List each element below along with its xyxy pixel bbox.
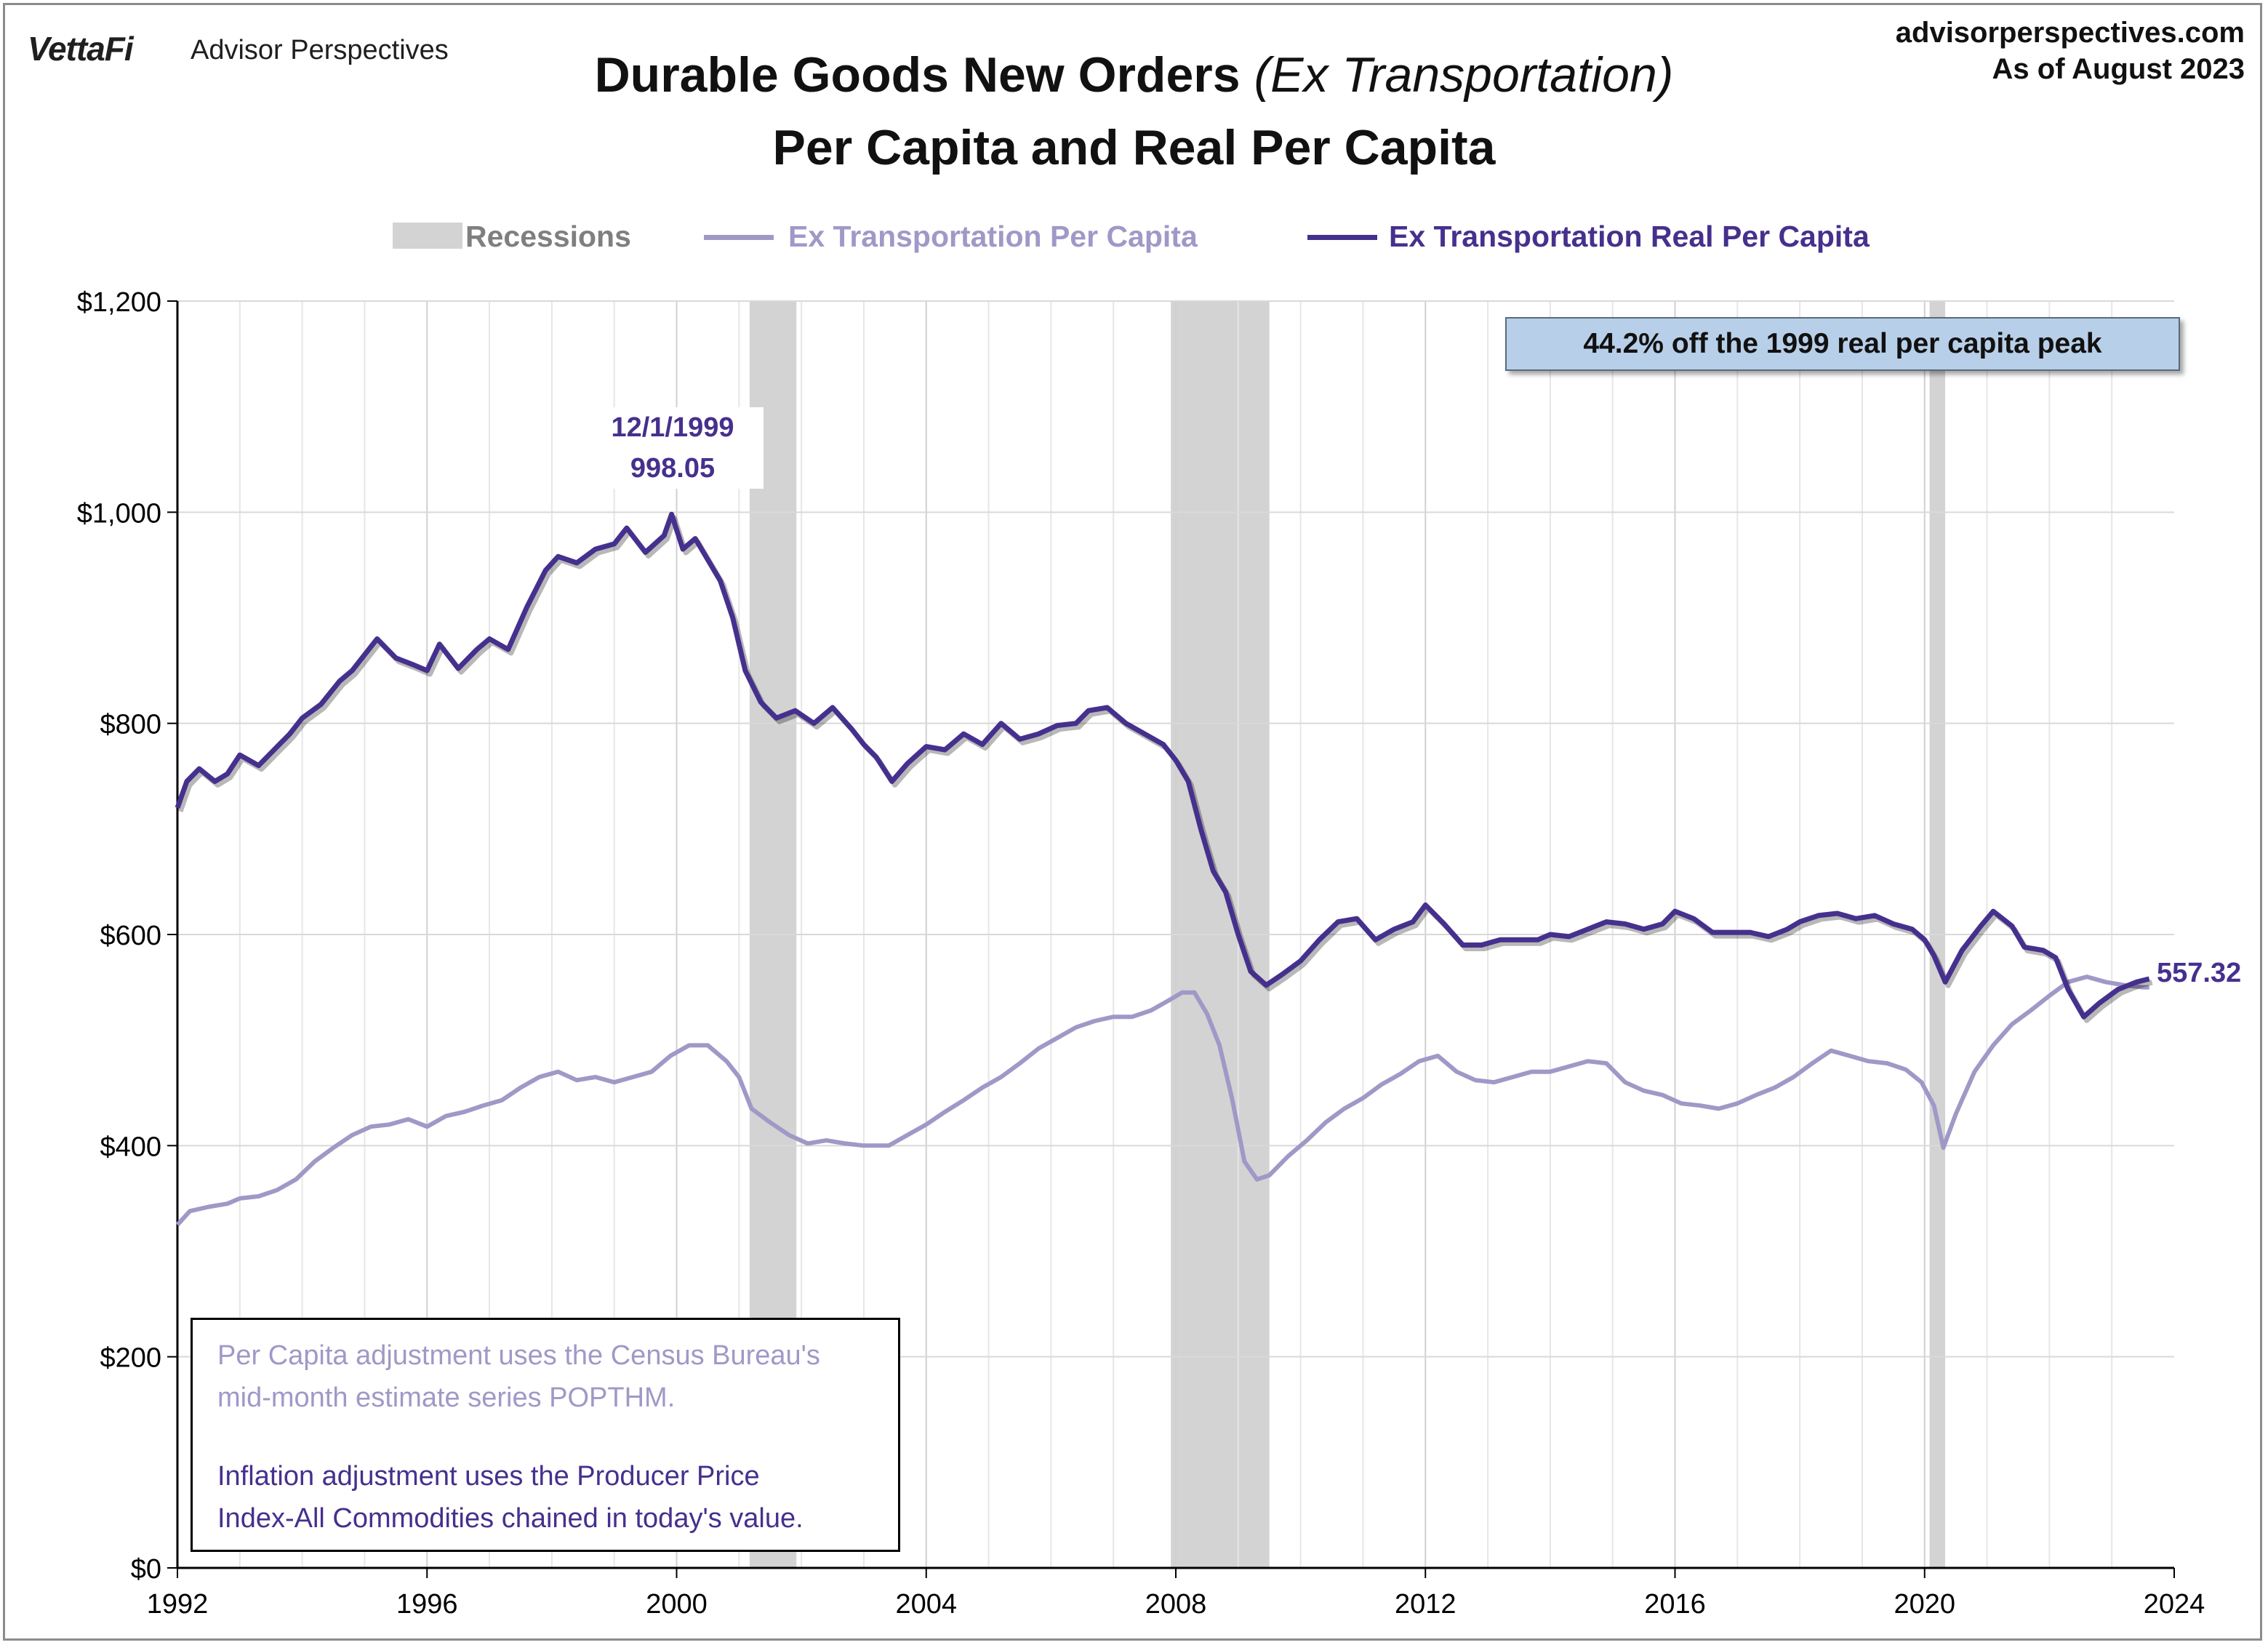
x-tick-label: 1992	[147, 1589, 209, 1620]
last-value-label: 557.32	[2157, 958, 2242, 988]
legend-label-real: Ex Transportation Real Per Capita	[1389, 220, 1870, 253]
x-tick-label: 1996	[396, 1589, 458, 1620]
peak-callout: 44.2% off the 1999 real per capita peak	[1505, 317, 2180, 371]
series-shadow-real	[177, 515, 2153, 1023]
y-tick-label: $600	[100, 921, 161, 951]
brand-name: Advisor Perspectives	[191, 35, 449, 65]
y-tick-label: $200	[100, 1343, 161, 1374]
y-tick-label: $800	[100, 710, 161, 740]
y-tick-label: $1,200	[77, 287, 161, 318]
x-tick-label: 2012	[1395, 1589, 1456, 1620]
y-tick-label: $400	[100, 1132, 161, 1162]
note-per-capita: Per Capita adjustment uses the Census Bu…	[217, 1334, 873, 1419]
title-main: Durable Goods New Orders	[594, 47, 1254, 103]
legend-label-nominal: Ex Transportation Per Capita	[788, 220, 1198, 253]
y-tick-label: $0	[131, 1554, 161, 1585]
vettafi-logo: VettaFi	[28, 30, 134, 68]
as-of-date: As of August 2023	[1992, 53, 2245, 85]
x-tick-label: 2024	[2144, 1589, 2205, 1620]
series-line-nominal	[175, 974, 2149, 1227]
peak-value: 998.05	[630, 453, 716, 484]
source-block: advisorperspectives.com As of August 202…	[1896, 15, 2245, 87]
note-line-1: Per Capita adjustment uses the Census Bu…	[217, 1340, 820, 1371]
site-url: advisorperspectives.com	[1895, 17, 2245, 49]
note-inflation: Inflation adjustment uses the Producer P…	[217, 1455, 873, 1540]
series-line-real	[175, 511, 2150, 1020]
x-tick-label: 2008	[1145, 1589, 1207, 1620]
legend: Recessions Ex Transportation Per Capita …	[0, 218, 2268, 255]
x-tick-label: 2020	[1894, 1589, 1955, 1620]
x-tick-label: 2000	[646, 1589, 708, 1620]
chart-title: Durable Goods New Orders (Ex Transportat…	[0, 47, 2268, 103]
title-subtitle: (Ex Transportation)	[1254, 47, 1674, 103]
legend-swatch-recessions	[393, 223, 462, 249]
note-line-4: Index-All Commodities chained in today's…	[217, 1503, 804, 1534]
methodology-note: Per Capita adjustment uses the Census Bu…	[191, 1318, 900, 1552]
peak-date: 12/1/1999	[611, 412, 734, 443]
chart-title-line2: Per Capita and Real Per Capita	[772, 120, 1496, 175]
legend-swatch-real	[1307, 235, 1377, 240]
y-tick-label: $1,000	[77, 498, 161, 529]
x-tick-label: 2004	[895, 1589, 957, 1620]
note-line-3: Inflation adjustment uses the Producer P…	[217, 1461, 760, 1492]
note-line-2: mid-month estimate series POPTHM.	[217, 1382, 676, 1413]
legend-swatch-nominal	[704, 235, 774, 240]
peak-annotation: 12/1/1999 998.05	[582, 407, 764, 489]
legend-label-recessions: Recessions	[465, 220, 631, 253]
x-tick-label: 2016	[1644, 1589, 1706, 1620]
chart-frame	[3, 3, 2262, 1641]
